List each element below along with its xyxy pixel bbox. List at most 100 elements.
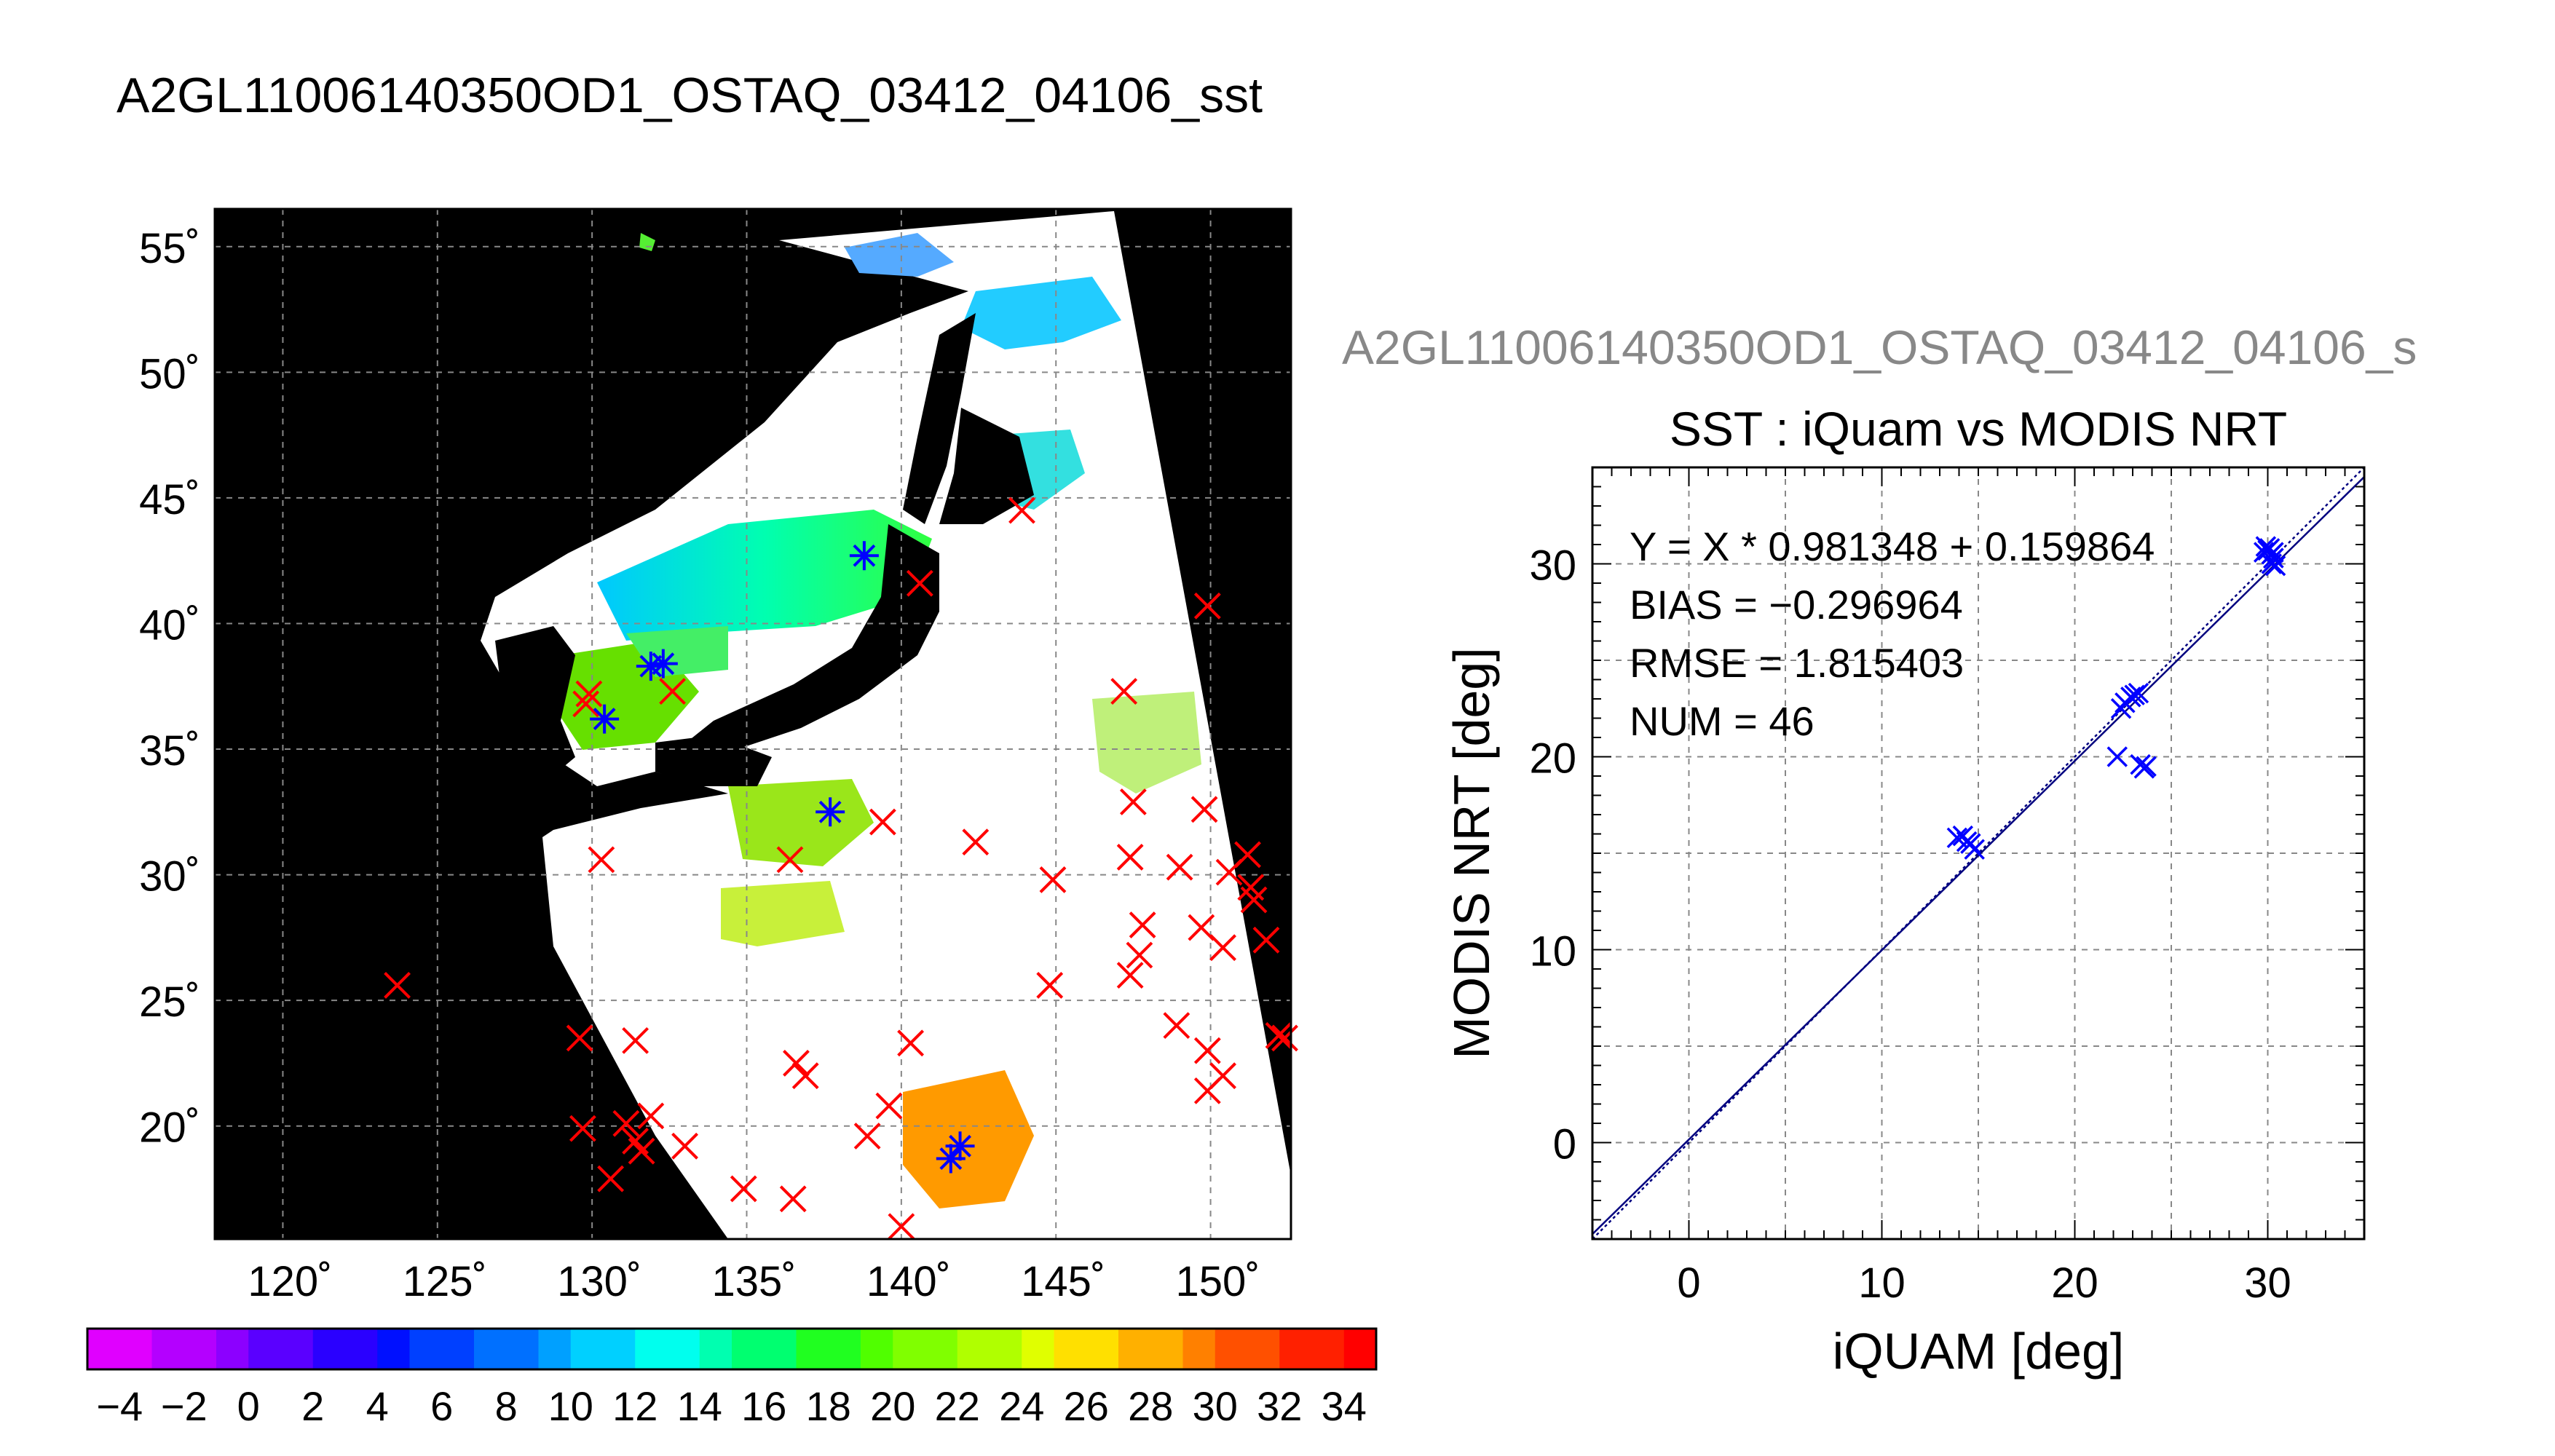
- colorbar-tick-label: 14: [677, 1383, 722, 1429]
- colorbar-labels: −4 −2 0 2 4 6 8 10 12 14 16 18 20 22 24 26 28 30 32 34: [96, 1383, 1367, 1429]
- colorbar-tick-label: 18: [806, 1383, 851, 1429]
- land-honshu: [677, 524, 939, 772]
- stats-line: RMSE = 1.815403: [1630, 640, 1964, 686]
- lon-tick-label: 125˚: [403, 1258, 487, 1305]
- colorbar-tick-label: 10: [548, 1383, 593, 1429]
- iquam-marker: [1116, 843, 1144, 871]
- modis-marker: [648, 649, 678, 678]
- iquam-marker: [1209, 1062, 1236, 1090]
- x-axis-label: iQUAM [deg]: [1833, 1323, 2125, 1380]
- iquam-marker: [1265, 1022, 1292, 1049]
- scatter-point: [2253, 542, 2275, 563]
- colorbar-cell: [893, 1329, 925, 1369]
- iquam-marker: [622, 1026, 649, 1054]
- fit-lines: [1592, 467, 2364, 1239]
- colorbar-cell: [1118, 1329, 1151, 1369]
- colorbar-cell: [957, 1329, 990, 1369]
- colorbar-cell: [1311, 1329, 1345, 1369]
- map-markers: [384, 496, 1298, 1241]
- colorbar-cell: [635, 1329, 668, 1369]
- iquam-marker: [1252, 926, 1280, 954]
- iquam-marker: [1234, 841, 1261, 869]
- iquam-marker: [1166, 853, 1193, 881]
- colorbar-tick-label: 32: [1257, 1383, 1302, 1429]
- x-tick-label: 30: [2244, 1259, 2291, 1307]
- colorbar-tick-label: 22: [935, 1383, 980, 1429]
- scatter-header-text: A2GL11006140350OD1_OSTAQ_03412_04106_s: [1342, 320, 2417, 374]
- y-tick-label: 20: [1529, 735, 1576, 783]
- scatter-panel: A2GL11006140350OD1_OSTAQ_03412_04106_s S…: [1342, 320, 2417, 1380]
- iquam-marker: [1188, 914, 1215, 941]
- sst-region-south: [721, 881, 845, 946]
- x-tick-label: 0: [1677, 1259, 1700, 1307]
- colorbar-cell: [796, 1329, 829, 1369]
- iquam-marker: [1039, 866, 1067, 893]
- data-swath: [481, 211, 1291, 1239]
- scatter-point: [2128, 682, 2149, 704]
- iquam-marker: [1119, 788, 1147, 815]
- y-tick-label: 30: [1529, 542, 1576, 590]
- stats-block: Y = X * 0.981348 + 0.159864 BIAS = −0.296…: [1630, 523, 2155, 744]
- plot-frame: [1591, 466, 2366, 1241]
- y-tick-labels: 0 10 20 30: [1529, 542, 1576, 1168]
- stats-line: NUM = 46: [1630, 698, 1814, 744]
- x-tick-labels: 0 10 20 30: [1677, 1259, 2291, 1307]
- one-to-one-line: [1592, 467, 2364, 1239]
- colorbar-cell: [861, 1329, 893, 1369]
- iquam-marker: [888, 1213, 915, 1241]
- iquam-marker: [776, 846, 804, 874]
- sst-region-japan-sea: [597, 510, 932, 641]
- map-frame: [213, 207, 1292, 1241]
- x-tick-label: 20: [2051, 1259, 2098, 1307]
- stats-line: Y = X * 0.981348 + 0.159864: [1630, 523, 2155, 569]
- chart-title: SST : iQuam vs MODIS NRT: [1670, 402, 2287, 456]
- land-shikoku-kyushu: [655, 735, 772, 786]
- scatter-point: [2124, 684, 2145, 705]
- lat-tick-label: 45˚: [139, 476, 200, 523]
- colorbar-tick-label: 26: [1064, 1383, 1109, 1429]
- iquam-marker: [1116, 962, 1144, 989]
- colorbar-cell: [1054, 1329, 1087, 1369]
- latitude-labels: 55˚ 50˚ 45˚ 40˚ 35˚ 30˚ 25˚ 20˚: [139, 225, 200, 1152]
- land-sakhalin: [903, 313, 976, 524]
- colorbar-tick-label: 34: [1322, 1383, 1367, 1429]
- iquam-marker: [875, 1092, 903, 1120]
- lat-tick-label: 55˚: [139, 225, 200, 272]
- iquam-marker: [671, 1132, 698, 1160]
- iquam-marker: [783, 1049, 810, 1077]
- iquam-marker: [612, 1109, 640, 1137]
- colorbar-tick-label: 0: [237, 1383, 260, 1429]
- scatter-points: [1946, 536, 2286, 860]
- colorbar-cell: [409, 1329, 443, 1369]
- lon-tick-label: 120˚: [248, 1258, 332, 1305]
- colorbar-tick-label: 24: [999, 1383, 1044, 1429]
- colorbar-tick-label: 4: [366, 1383, 389, 1429]
- lat-tick-label: 35˚: [139, 727, 200, 775]
- colorbar-cell: [248, 1329, 281, 1369]
- lat-tick-label: 30˚: [139, 853, 200, 901]
- scatter-point: [1964, 839, 1985, 860]
- iquam-marker: [575, 680, 603, 708]
- colorbar-cell: [87, 1329, 120, 1369]
- iquam-marker: [1110, 678, 1138, 705]
- iquam-marker: [628, 1137, 655, 1165]
- sst-region-cyan-north: [961, 277, 1121, 349]
- colorbar-tick-label: 2: [301, 1383, 324, 1429]
- scatter-point: [2136, 756, 2157, 777]
- colorbar-cell: [441, 1329, 475, 1369]
- iquam-marker: [588, 846, 615, 874]
- colorbar-cell: [828, 1329, 861, 1369]
- colorbar-cell: [151, 1329, 185, 1369]
- colorbar-cell: [312, 1329, 346, 1369]
- colorbar-cell: [1215, 1329, 1248, 1369]
- colorbar-tick-label: −2: [161, 1383, 208, 1429]
- stats-line: BIAS = −0.296964: [1630, 582, 1963, 628]
- land-coast: [451, 757, 728, 859]
- colorbar-tick-label: 12: [612, 1383, 657, 1429]
- fit-line: [1592, 476, 2364, 1235]
- colorbar-cell: [1086, 1329, 1119, 1369]
- colorbar-cell: [506, 1329, 539, 1369]
- scatter-point: [2261, 553, 2283, 574]
- iquam-marker: [566, 1024, 593, 1052]
